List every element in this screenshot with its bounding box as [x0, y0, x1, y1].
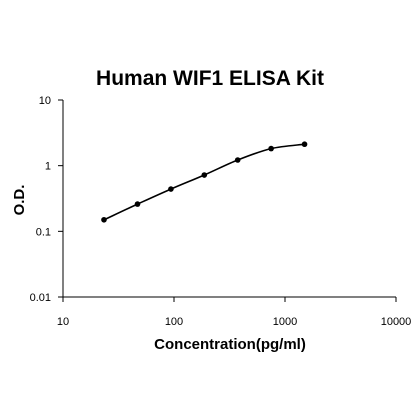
- y-tick-label: 0.1: [36, 226, 51, 238]
- y-tick-label: 1: [45, 161, 51, 173]
- fitted-curve-line: [103, 143, 305, 221]
- chart-title: Human WIF1 ELISA Kit: [96, 67, 324, 90]
- data-point: [168, 186, 174, 192]
- plot-area: [62, 100, 396, 298]
- data-point: [301, 141, 308, 148]
- data-point: [101, 216, 107, 223]
- x-axis-ticks: 10 100 1000 10000: [57, 297, 411, 328]
- x-tick-label: 100: [165, 316, 183, 328]
- y-tick-label: 10: [39, 95, 51, 107]
- x-tick-label: 10: [57, 316, 69, 328]
- data-point: [234, 157, 241, 163]
- data-points-layer: [101, 141, 308, 223]
- data-point: [134, 201, 141, 207]
- x-tick-label: 10000: [381, 316, 412, 328]
- x-tick-label: 1000: [273, 316, 297, 328]
- y-tick-label: 0.01: [30, 292, 51, 304]
- data-point: [268, 145, 274, 152]
- x-axis-label: Concentration(pg/ml): [154, 336, 306, 353]
- data-point: [201, 172, 208, 178]
- y-axis-label: O.D.: [11, 185, 28, 216]
- y-axis-ticks: 0.01 0.1 1 10: [30, 95, 63, 304]
- fitted-curve-layer: [103, 143, 305, 221]
